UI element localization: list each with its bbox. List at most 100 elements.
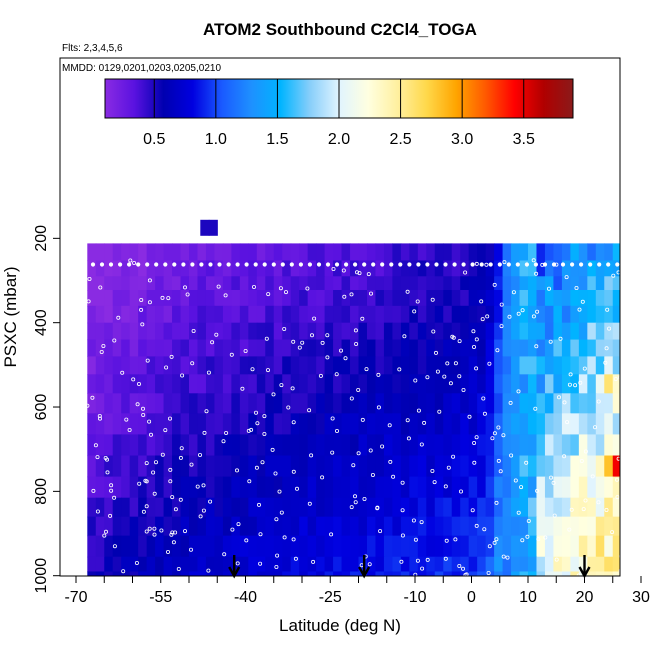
heatmap-cell bbox=[443, 535, 453, 558]
heatmap-cell bbox=[172, 305, 182, 324]
sample-point bbox=[520, 308, 525, 313]
heatmap-cell bbox=[222, 413, 232, 436]
heatmap-cell bbox=[163, 434, 173, 457]
sample-point bbox=[112, 544, 117, 549]
heatmap-cell bbox=[316, 243, 326, 262]
heatmap-cell bbox=[511, 556, 521, 573]
heatmap-cell bbox=[163, 339, 173, 358]
sample-point bbox=[173, 507, 178, 512]
heatmap-cell bbox=[578, 455, 588, 478]
sample-point bbox=[349, 396, 354, 401]
heatmap-cell bbox=[443, 339, 453, 358]
sample-point bbox=[467, 414, 472, 419]
heatmap-cell bbox=[121, 476, 131, 499]
heatmap-cell bbox=[392, 356, 402, 375]
sample-point bbox=[109, 483, 114, 488]
heatmap-cell bbox=[494, 455, 504, 478]
heatmap-cell bbox=[468, 571, 478, 576]
heatmap-cell bbox=[587, 535, 597, 558]
sample-point bbox=[185, 292, 190, 297]
heatmap-cell bbox=[417, 556, 427, 573]
heatmap-cell bbox=[578, 243, 588, 262]
heatmap-cell bbox=[409, 276, 419, 291]
heatmap-cell bbox=[290, 413, 300, 436]
heatmap-cell bbox=[638, 434, 647, 456]
heatmap-cell bbox=[502, 290, 512, 307]
heatmap-cell bbox=[239, 305, 249, 324]
heatmap-cell bbox=[409, 516, 419, 537]
heatmap-cell bbox=[214, 393, 224, 414]
sample-point bbox=[140, 406, 145, 411]
heatmap-cell bbox=[273, 356, 283, 375]
sample-point bbox=[353, 328, 358, 333]
sample-point bbox=[121, 569, 126, 574]
heatmap-cell bbox=[383, 260, 394, 277]
heatmap-cell bbox=[400, 571, 410, 576]
sample-point bbox=[357, 271, 362, 276]
heatmap-cell bbox=[383, 497, 394, 518]
sample-point bbox=[108, 513, 113, 518]
heatmap-cell bbox=[121, 434, 131, 457]
heatmap-cell bbox=[341, 305, 351, 324]
heatmap-cell bbox=[443, 260, 453, 277]
heatmap-cell bbox=[417, 455, 427, 478]
heatmap-cell bbox=[324, 476, 334, 499]
heatmap-cell bbox=[333, 243, 343, 262]
sample-point bbox=[141, 509, 146, 514]
sample-point bbox=[407, 262, 412, 267]
heatmap-cell bbox=[451, 516, 461, 537]
heatmap-cell bbox=[383, 455, 394, 478]
heatmap-cell bbox=[638, 557, 647, 572]
sample-point bbox=[95, 455, 100, 460]
sample-point bbox=[190, 361, 195, 366]
sample-point bbox=[435, 369, 440, 374]
sample-point bbox=[569, 507, 574, 512]
heatmap-cell bbox=[282, 276, 292, 291]
heatmap-cell bbox=[451, 356, 461, 375]
heatmap-cell bbox=[400, 516, 410, 537]
heatmap-cell bbox=[544, 290, 555, 307]
heatmap-cell bbox=[290, 243, 300, 262]
heatmap-cell bbox=[443, 393, 453, 414]
heatmap-cell bbox=[307, 497, 317, 518]
heatmap-cell bbox=[341, 290, 351, 307]
heatmap-cell bbox=[333, 516, 343, 537]
sample-point bbox=[534, 344, 539, 349]
heatmap-cell bbox=[205, 571, 216, 576]
heatmap-cell bbox=[511, 571, 521, 576]
sample-point bbox=[325, 262, 331, 267]
heatmap-cell bbox=[366, 497, 377, 518]
colorbar-tick-label: 2.5 bbox=[389, 131, 411, 148]
heatmap-cell bbox=[383, 374, 394, 394]
heatmap-cell bbox=[316, 290, 326, 307]
heatmap-cell bbox=[239, 260, 249, 277]
heatmap-cell bbox=[87, 276, 97, 291]
sample-point bbox=[519, 485, 524, 490]
heatmap-cell bbox=[299, 243, 309, 262]
x-tick-label: -70 bbox=[64, 589, 87, 606]
heatmap-cell bbox=[104, 260, 114, 277]
heatmap-cell bbox=[392, 276, 402, 291]
heatmap-cell bbox=[502, 556, 512, 573]
heatmap-cell bbox=[434, 556, 444, 573]
heatmap-cell bbox=[248, 455, 258, 478]
heatmap-cell bbox=[426, 455, 436, 478]
heatmap-cell bbox=[612, 571, 620, 576]
sample-point bbox=[309, 453, 314, 458]
heatmap-cell bbox=[375, 322, 385, 341]
heatmap-cell bbox=[400, 260, 410, 277]
heatmap-cell bbox=[256, 497, 266, 518]
sample-point bbox=[99, 262, 105, 267]
heatmap-cell bbox=[375, 413, 385, 436]
colorbar-ticks: 0.5 1.0 1.5 2.0 2.5 3.0 3.5 bbox=[143, 79, 535, 148]
heatmap-cell bbox=[138, 260, 148, 277]
heatmap-cell bbox=[333, 556, 343, 573]
heatmap-cell bbox=[570, 476, 580, 499]
heatmap-cell bbox=[477, 356, 487, 375]
heatmap-cell bbox=[95, 413, 105, 436]
heatmap-cell bbox=[333, 374, 343, 394]
heatmap-cell bbox=[392, 516, 402, 537]
heatmap-cell bbox=[375, 556, 385, 573]
sample-point bbox=[573, 383, 578, 388]
heatmap-cell bbox=[358, 290, 368, 307]
